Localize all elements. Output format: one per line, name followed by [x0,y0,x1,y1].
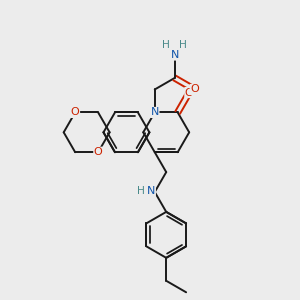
Text: O: O [190,85,199,94]
Text: H: H [179,40,187,50]
Text: N: N [170,50,179,60]
Text: H: H [162,40,170,50]
Text: H: H [137,185,145,196]
Text: O: O [94,147,103,157]
Text: N: N [151,107,159,117]
Text: O: O [185,88,194,98]
Text: O: O [71,107,80,117]
Text: N: N [147,185,155,196]
